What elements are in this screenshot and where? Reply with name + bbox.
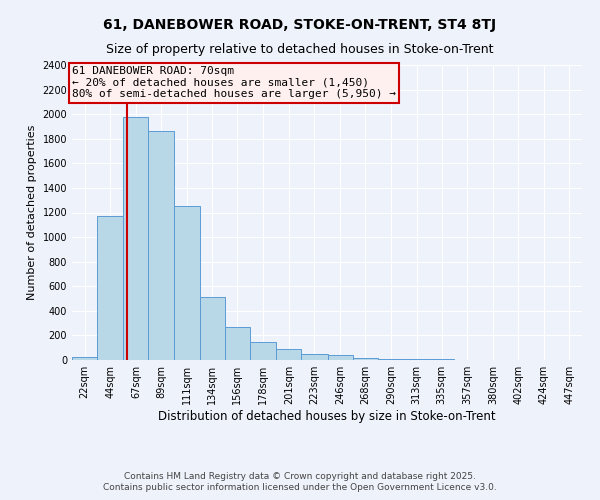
Text: Contains HM Land Registry data © Crown copyright and database right 2025.: Contains HM Land Registry data © Crown c… (124, 472, 476, 481)
Y-axis label: Number of detached properties: Number of detached properties (27, 125, 37, 300)
Bar (404, 359, 429, 360)
Text: 61, DANEBOWER ROAD, STOKE-ON-TRENT, ST4 8TJ: 61, DANEBOWER ROAD, STOKE-ON-TRENT, ST4 … (103, 18, 497, 32)
Bar (353, 358, 378, 360)
Bar (200, 298, 225, 360)
X-axis label: Distribution of detached houses by size in Stoke-on-Trent: Distribution of detached houses by size … (158, 410, 496, 423)
Bar (276, 349, 301, 360)
Bar (72, 358, 97, 360)
Bar (250, 342, 276, 360)
Bar (328, 355, 353, 360)
Bar (148, 132, 173, 360)
Bar (378, 358, 404, 360)
Bar (173, 206, 200, 360)
Bar (124, 116, 148, 360)
Bar (301, 354, 328, 360)
Text: Contains public sector information licensed under the Open Government Licence v3: Contains public sector information licen… (103, 484, 497, 492)
Text: 61 DANEBOWER ROAD: 70sqm
← 20% of detached houses are smaller (1,450)
80% of sem: 61 DANEBOWER ROAD: 70sqm ← 20% of detach… (72, 66, 396, 100)
Text: Size of property relative to detached houses in Stoke-on-Trent: Size of property relative to detached ho… (106, 42, 494, 56)
Bar (225, 327, 250, 360)
Bar (97, 216, 124, 360)
